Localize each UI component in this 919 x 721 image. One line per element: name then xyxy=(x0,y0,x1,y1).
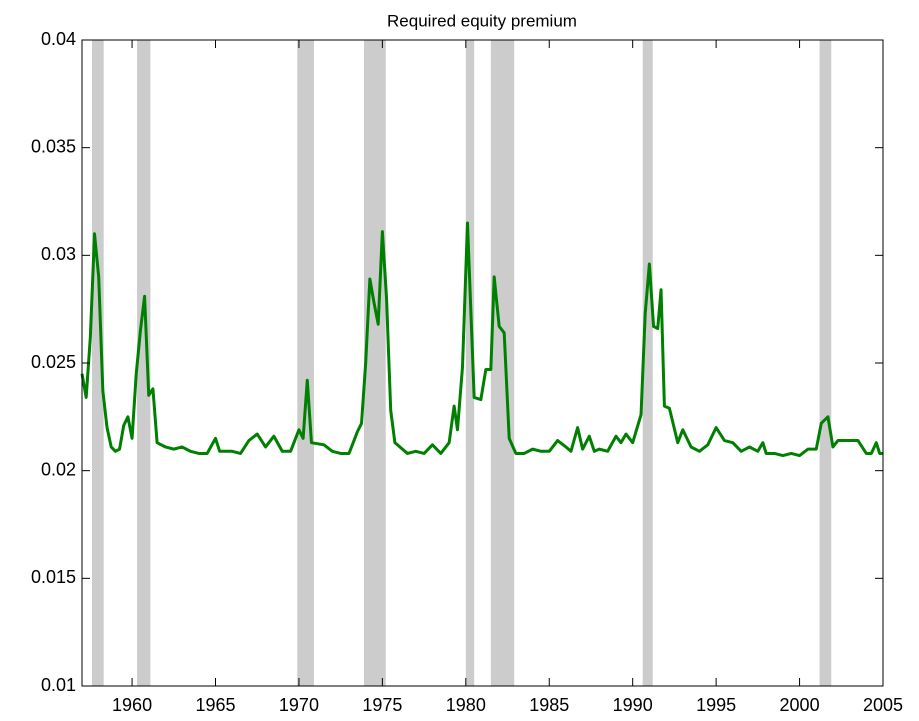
y-tick-label: 0.03 xyxy=(41,244,76,264)
shaded-region xyxy=(465,40,475,686)
y-tick-label: 0.02 xyxy=(41,459,76,479)
shaded-region xyxy=(137,40,151,686)
data-line xyxy=(80,221,883,458)
x-tick-label: 1990 xyxy=(613,695,653,715)
shaded-region xyxy=(642,40,653,686)
shaded-region xyxy=(490,40,515,686)
x-tick-label: 1985 xyxy=(529,695,569,715)
x-tick-label: 1980 xyxy=(446,695,486,715)
x-tick-label: 1960 xyxy=(112,695,152,715)
shaded-region xyxy=(819,40,832,686)
shaded-region xyxy=(364,40,386,686)
x-tick-label: 1995 xyxy=(696,695,736,715)
x-tick-label: 1965 xyxy=(195,695,235,715)
x-tick-label: 1970 xyxy=(279,695,319,715)
shaded-region xyxy=(92,40,104,686)
x-tick-label: 2000 xyxy=(780,695,820,715)
chart-title: Required equity premium xyxy=(387,11,577,30)
x-tick-label: 1975 xyxy=(362,695,402,715)
y-tick-label: 0.04 xyxy=(41,29,76,49)
y-tick-label: 0.01 xyxy=(41,675,76,695)
y-tick-label: 0.015 xyxy=(31,567,76,587)
y-tick-label: 0.035 xyxy=(31,136,76,156)
x-tick-label: 2005 xyxy=(863,695,903,715)
plot-frame xyxy=(81,39,884,687)
shaded-region xyxy=(297,40,314,686)
y-tick-label: 0.025 xyxy=(31,352,76,372)
